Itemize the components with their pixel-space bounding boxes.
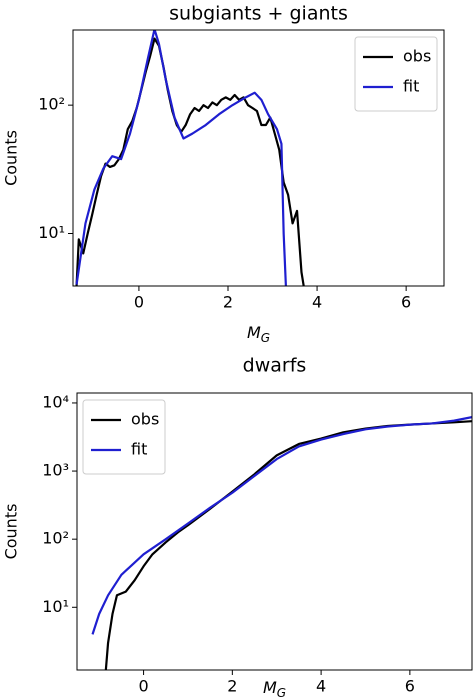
data-line	[75, 30, 287, 286]
legend-frame	[354, 36, 438, 112]
x-axis-label-symbol: M	[263, 678, 277, 697]
x-tick-label: 2	[227, 677, 237, 696]
chart-title: subgiants + giants	[169, 3, 348, 25]
x-tick-label: 6	[401, 293, 411, 312]
x-tick-label: 4	[312, 293, 322, 312]
chart-title: dwarfs	[243, 355, 307, 377]
data-line	[75, 37, 305, 286]
y-axis-label: Counts	[2, 130, 21, 186]
y-tick-label: 10¹	[38, 223, 65, 242]
y-tick-label: 10²	[38, 95, 65, 114]
legend-frame	[82, 399, 166, 475]
legend-label: fit	[131, 440, 147, 459]
x-axis-label-subscript: G	[261, 331, 270, 345]
legend-label: obs	[403, 47, 431, 66]
x-tick-label: 0	[138, 677, 148, 696]
x-axis-label: MG	[247, 323, 270, 345]
x-tick-label: 2	[223, 293, 233, 312]
x-axis-label-symbol: M	[247, 323, 261, 342]
y-tick-label: 10¹	[42, 597, 69, 616]
axes-frame	[76, 392, 473, 671]
plot-area	[75, 30, 305, 286]
x-tick-label: 4	[316, 677, 326, 696]
x-axis-label-subscript: G	[277, 686, 286, 699]
x-axis-label: MG	[263, 678, 286, 699]
x-tick-label: 0	[134, 293, 144, 312]
y-tick-label: 10³	[42, 461, 69, 480]
data-line	[91, 416, 472, 635]
y-tick-label: 10²	[42, 529, 69, 548]
y-tick-label: 10⁴	[42, 392, 69, 411]
plot-area	[91, 416, 472, 670]
axes-frame	[72, 29, 445, 287]
x-tick-label: 6	[405, 677, 415, 696]
legend-label: obs	[131, 410, 159, 429]
legend-label: fit	[403, 77, 419, 96]
y-axis-label: Counts	[2, 504, 21, 560]
